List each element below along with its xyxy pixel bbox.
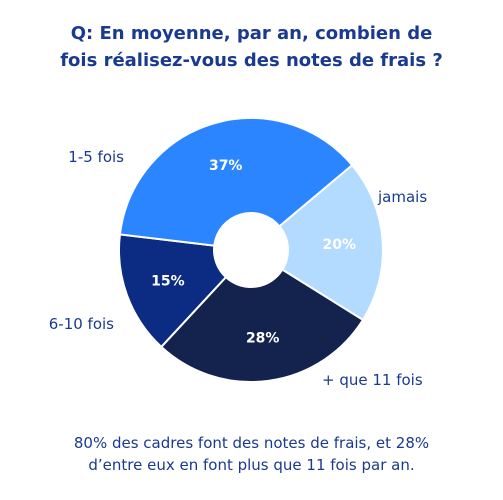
footer-line-1: 80% des cadres font des notes de frais, … [73,434,430,452]
slice-jamais [277,163,384,322]
value-label: 28% [246,331,280,347]
category-label: + que 11 fois [322,371,423,389]
slice-que-11-fois [159,268,365,383]
category-label: 6-10 fois [49,315,114,333]
category-label: jamais [377,188,427,206]
title-line-2: fois réalisez-vous des notes de frais ? [60,50,443,71]
value-label: 15% [151,274,185,290]
value-label: 37% [209,158,243,174]
category-labels-group: jamais + que 11 fois 6-10 fois 1-5 fois [49,148,428,389]
footer-note: 80% des cadres font des notes de frais, … [0,432,503,476]
title-line-1: Q: En moyenne, par an, combien de [70,23,433,44]
footer-line-2: d’entre eux en font plus que 11 fois par… [88,456,415,474]
category-label: 1-5 fois [68,148,124,166]
value-label: 20% [323,237,357,253]
value-labels-group: 20% 28% 15% 37% [151,158,356,347]
slice-1-5-fois [118,117,354,247]
chart-title: Q: En moyenne, par an, combien de fois r… [0,20,503,74]
slices-group [118,117,384,383]
slice-6-10-fois [118,233,228,349]
